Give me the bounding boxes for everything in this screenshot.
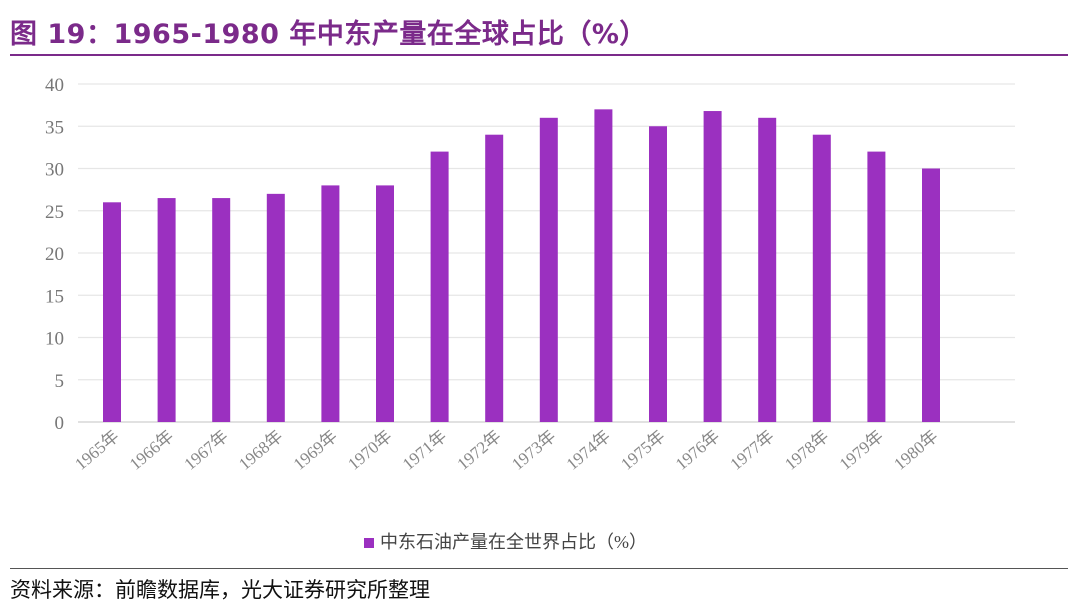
- y-tick-label: 30: [45, 160, 64, 181]
- x-tick-label: 1976年: [672, 427, 723, 474]
- bar: [758, 117, 777, 423]
- y-tick-label: 20: [45, 244, 64, 265]
- bar: [266, 193, 285, 422]
- bar: [212, 198, 231, 422]
- y-tick-label: 35: [45, 117, 64, 138]
- bars: [103, 109, 940, 423]
- x-tick-label: 1968年: [235, 427, 286, 474]
- y-tick-label: 40: [45, 75, 64, 96]
- bar: [594, 109, 613, 422]
- x-tick-label: 1978年: [781, 427, 832, 474]
- x-tick-label: 1973年: [508, 427, 559, 474]
- x-tick-label: 1974年: [563, 427, 614, 474]
- bar: [321, 185, 340, 422]
- y-tick-label: 25: [45, 202, 64, 223]
- y-tick-label: 0: [55, 413, 65, 434]
- bar-chart: 0 5 10 15 20 25 30 35 40 1965年 1966年 1967年 1968年 196…: [45, 75, 1015, 552]
- x-tick-label: 1971年: [399, 427, 450, 474]
- legend: 中东石油产量在全世界占比（%）: [364, 532, 647, 552]
- x-tick-label: 1975年: [617, 427, 668, 474]
- x-tick-label: 1977年: [726, 427, 777, 474]
- bar: [703, 111, 722, 422]
- bar: [485, 134, 504, 422]
- figure-title: 图 19：1965-1980 年中东产量在全球占比（%）: [10, 19, 647, 50]
- legend-swatch: [364, 538, 374, 548]
- bar: [539, 117, 558, 423]
- x-tick-label: 1969年: [290, 427, 341, 474]
- y-tick-label: 15: [45, 286, 64, 307]
- bar: [157, 198, 176, 422]
- y-axis-tick-labels: 0 5 10 15 20 25 30 35 40: [45, 75, 64, 434]
- y-tick-label: 5: [55, 371, 65, 392]
- x-tick-label: 1967年: [180, 427, 231, 474]
- source-divider: [10, 568, 1068, 569]
- x-tick-label: 1980年: [890, 427, 941, 474]
- bar: [812, 134, 831, 422]
- x-tick-label: 1970年: [344, 427, 395, 474]
- title-divider: [10, 54, 1068, 56]
- y-tick-label: 10: [45, 329, 64, 350]
- legend-label: 中东石油产量在全世界占比（%）: [380, 532, 647, 552]
- bar: [649, 126, 667, 422]
- bar: [376, 185, 394, 422]
- bar: [922, 168, 940, 422]
- source-note: 资料来源：前瞻数据库，光大证券研究所整理: [10, 578, 430, 602]
- bar: [867, 151, 886, 422]
- bar: [103, 202, 121, 422]
- x-tick-label: 1972年: [453, 427, 504, 474]
- x-tick-label: 1966年: [126, 427, 177, 474]
- x-axis-tick-labels: 1965年 1966年 1967年 1968年 1969年 1970年 1971年 1972年…: [71, 427, 941, 474]
- bar: [430, 151, 449, 422]
- x-tick-label: 1979年: [836, 427, 887, 474]
- x-tick-label: 1965年: [71, 427, 122, 474]
